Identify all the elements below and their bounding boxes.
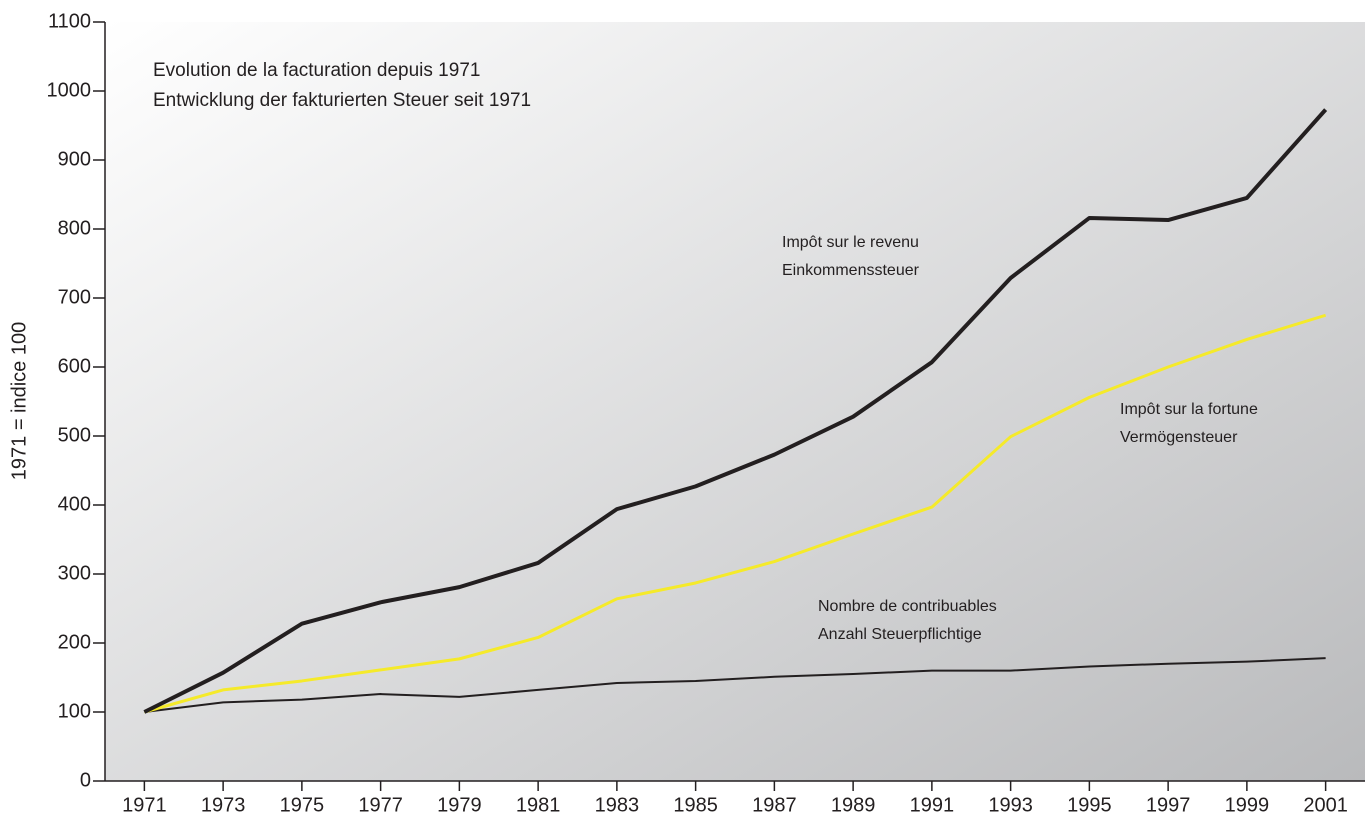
y-tick-label: 200	[58, 631, 91, 653]
y-tick-label: 300	[58, 562, 91, 584]
chart-title: Evolution de la facturation depuis 1971	[153, 60, 480, 81]
series-sublabel: Einkommenssteuer	[782, 262, 920, 279]
series-sublabel: Vermögensteuer	[1120, 429, 1238, 446]
x-tick-label: 1989	[831, 794, 876, 816]
line-series	[143, 313, 1327, 714]
x-tick-label: 1991	[910, 794, 955, 816]
x-tick-label: 1973	[201, 794, 246, 816]
plot-background	[105, 22, 1365, 781]
y-tick-label: 400	[58, 493, 91, 515]
x-tick-label: 1975	[280, 794, 325, 816]
x-tick-label: 1985	[673, 794, 718, 816]
y-axis-label: 1971 = indice 100	[8, 322, 30, 480]
series-label: Impôt sur la fortune	[1120, 401, 1258, 418]
x-tick-label: 1981	[516, 794, 561, 816]
x-tick-label: 1979	[437, 794, 482, 816]
x-tick-label: 1971	[122, 794, 167, 816]
line-series	[144, 657, 1326, 713]
y-tick-label: 100	[58, 700, 91, 722]
y-tick-label: 0	[80, 769, 91, 791]
line-series	[143, 108, 1328, 714]
x-tick-label: 1995	[1067, 794, 1112, 816]
y-tick-label: 1100	[48, 10, 91, 32]
y-tick-label: 600	[58, 355, 91, 377]
x-tick-label: 1999	[1225, 794, 1270, 816]
y-tick-label: 900	[58, 148, 91, 170]
series-label: Impôt sur le revenu	[782, 234, 919, 251]
series-label: Nombre de contribuables	[818, 598, 997, 615]
x-tick-label: 2001	[1303, 794, 1348, 816]
x-tick-label: 1993	[988, 794, 1033, 816]
x-tick-label: 1983	[595, 794, 640, 816]
x-tick-label: 1997	[1146, 794, 1191, 816]
series-sublabel: Anzahl Steuerpflichtige	[818, 626, 982, 643]
chart-subtitle: Entwicklung der fakturierten Steuer seit…	[153, 90, 531, 111]
y-tick-label: 500	[58, 424, 91, 446]
y-tick-label: 1000	[47, 79, 92, 101]
x-tick-label: 1987	[752, 794, 797, 816]
y-tick-label: 800	[58, 217, 91, 239]
y-tick-label: 700	[58, 286, 91, 308]
x-tick-label: 1977	[358, 794, 403, 816]
